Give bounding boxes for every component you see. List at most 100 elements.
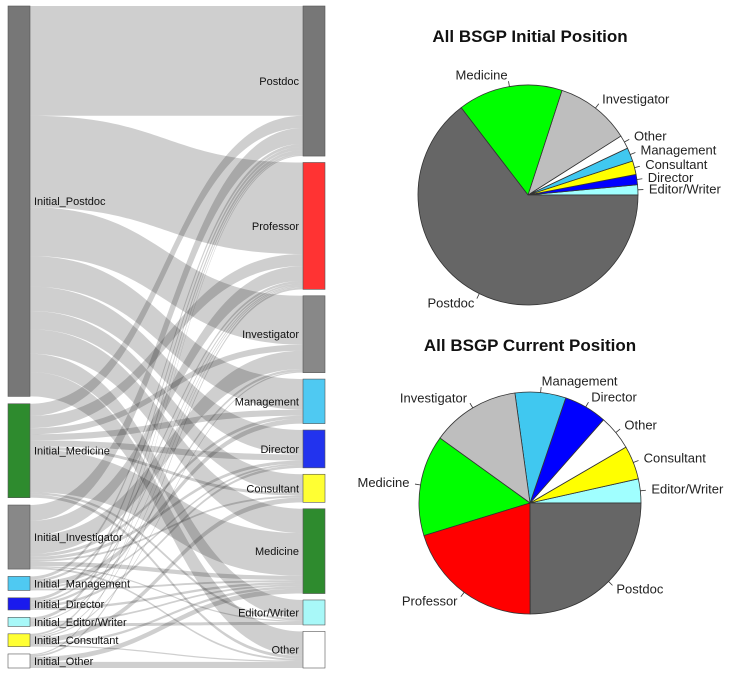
pie-label-postdoc: Postdoc xyxy=(616,581,663,596)
pie-label-medicine: Medicine xyxy=(357,475,409,490)
pie-label-tick xyxy=(634,165,640,169)
sankey-link-initial-management-to-medicine xyxy=(30,580,303,591)
pie-slice-postdoc xyxy=(529,502,642,615)
sankey-link-initial-consultant-to-medicine xyxy=(30,586,303,646)
pie-label-editor-writer: Editor/Writer xyxy=(651,482,724,497)
sankey-link-initial-investigator-to-postdoc xyxy=(30,128,303,521)
pie-label-tick xyxy=(624,139,630,143)
pie-label-tick xyxy=(540,386,542,393)
sankey-link-initial-medicine-to-medicine xyxy=(30,449,303,576)
sankey-source-node-initial-management xyxy=(7,576,31,591)
sankey-link-initial-other-to-medicine xyxy=(30,588,303,662)
sankey-target-label: Medicine xyxy=(255,546,299,558)
sankey-target-label: Postdoc xyxy=(259,76,299,88)
sankey-source-node-initial-medicine xyxy=(7,403,31,498)
sankey-source-label: Initial_Investigator xyxy=(34,532,123,544)
sankey-link-initial-postdoc-to-medicine xyxy=(30,329,303,534)
sankey-link-initial-postdoc-to-professor xyxy=(30,115,303,254)
sankey-target-node-director xyxy=(302,429,326,469)
sankey-link-initial-other-to-professor xyxy=(30,287,303,658)
pie-label-management: Management xyxy=(542,373,618,388)
sankey-link-initial-postdoc-to-investigator xyxy=(30,207,303,345)
sankey-link-initial-management-to-director xyxy=(30,463,303,589)
pie-label-other: Other xyxy=(624,418,657,433)
sankey-source-label: Initial_Consultant xyxy=(34,635,118,647)
sankey-link-initial-consultant-to-professor xyxy=(30,286,303,637)
sankey-source-label: Initial_Medicine xyxy=(34,446,110,458)
sankey-source-label: Initial_Director xyxy=(34,599,105,611)
sankey-link-initial-investigator-to-management xyxy=(30,415,303,557)
sankey-target-node-investigator xyxy=(302,295,326,373)
sankey-source-node-initial-consultant xyxy=(7,633,31,647)
pie-label-tick xyxy=(469,402,474,409)
pie-label-tick xyxy=(615,428,621,433)
pie-slice-medicine xyxy=(460,84,563,196)
pie-label-editor-writer: Editor/Writer xyxy=(649,181,722,196)
sankey-target-node-editor-writer xyxy=(302,599,326,626)
sankey-link-initial-medicine-to-professor xyxy=(30,253,303,429)
sankey-diagram: Initial_Postdoc Initial_Medicine Initial_I… xyxy=(7,5,326,669)
pie-label-management: Management xyxy=(641,142,717,157)
pie-label-postdoc: Postdoc xyxy=(427,295,474,310)
pie-label-professor: Professor xyxy=(402,593,458,608)
sankey-link-initial-medicine-to-postdoc xyxy=(30,115,303,416)
sankey-source-label: Initial_Other xyxy=(34,656,94,668)
sankey-link-initial-editor-writer-to-editor-writer xyxy=(30,621,303,627)
sankey-target-node-other xyxy=(302,631,326,669)
sankey-link-initial-consultant-to-investigator xyxy=(30,371,303,639)
sankey-link-initial-other-to-other xyxy=(30,661,303,668)
sankey-link-initial-medicine-to-investigator xyxy=(30,344,303,435)
pie-slice-investigator xyxy=(439,392,531,504)
sankey-link-initial-medicine-to-director xyxy=(30,440,303,461)
sankey-link-initial-medicine-to-consultant xyxy=(30,446,303,496)
sankey-source-node-initial-director xyxy=(7,597,31,611)
sankey-target-node-consultant xyxy=(302,473,326,503)
pie-slice-professor xyxy=(423,502,531,615)
sankey-source-label: Initial_Management xyxy=(34,578,130,590)
sankey-link-initial-postdoc-to-editor-writer xyxy=(30,353,303,619)
sankey-link-initial-director-to-postdoc xyxy=(30,146,303,601)
pie-label-consultant: Consultant xyxy=(645,157,708,172)
sankey-target-label: Other xyxy=(271,645,299,657)
sankey-link-initial-editor-writer-to-postdoc xyxy=(30,149,303,621)
pie-initial-position: All BSGP Initial Position Editor/WriterD… xyxy=(417,27,722,310)
sankey-links xyxy=(30,6,303,668)
sankey-link-initial-investigator-to-editor-writer xyxy=(30,566,303,622)
sankey-link-initial-medicine-to-other xyxy=(30,494,303,659)
sankey-link-initial-director-to-investigator xyxy=(30,368,303,606)
sankey-link-initial-investigator-to-medicine xyxy=(30,561,303,581)
sankey-link-initial-postdoc-to-management xyxy=(30,256,303,410)
sankey-target-label: Editor/Writer xyxy=(238,607,299,619)
pie-label-tick xyxy=(476,293,480,299)
sankey-link-initial-postdoc-to-other xyxy=(30,372,303,656)
sankey-link-initial-consultant-to-consultant xyxy=(30,497,303,643)
sankey-link-initial-medicine-to-editor-writer xyxy=(30,492,303,621)
sankey-link-initial-investigator-to-professor xyxy=(30,266,303,536)
sankey-target-label: Director xyxy=(260,444,299,456)
sankey-link-initial-management-to-management xyxy=(30,418,303,587)
sankey-link-initial-investigator-to-investigator xyxy=(30,350,303,554)
pie-label-tick xyxy=(508,81,510,87)
sankey-target-label: Investigator xyxy=(242,329,299,341)
sankey-source-node-initial-postdoc xyxy=(7,5,31,397)
sankey-target-label: Professor xyxy=(252,221,299,233)
sankey-target-node-medicine xyxy=(302,508,326,594)
sankey-target-node-postdoc xyxy=(302,5,326,157)
sankey-target-node-professor xyxy=(302,162,326,290)
pie-current-position: All BSGP Current Position Editor/Writer C… xyxy=(357,336,724,615)
sankey-link-initial-other-to-postdoc xyxy=(30,154,303,656)
sankey-source-node-initial-editor-writer xyxy=(7,617,31,627)
sankey-source-node-initial-other xyxy=(7,653,31,669)
pie-initial-title: All BSGP Initial Position xyxy=(432,27,627,46)
sankey-link-initial-investigator-to-other xyxy=(30,567,303,661)
sankey-link-initial-consultant-to-postdoc xyxy=(30,153,303,636)
pie-label-investigator: Investigator xyxy=(602,91,670,106)
pie-label-investigator: Investigator xyxy=(400,390,468,405)
pie-slice-investigator xyxy=(527,89,622,196)
pie-label-medicine: Medicine xyxy=(456,68,508,83)
pie-label-tick xyxy=(630,152,636,155)
sankey-link-initial-editor-writer-to-professor xyxy=(30,285,303,622)
pie-label-director: Director xyxy=(591,389,637,404)
sankey-link-initial-editor-writer-to-medicine xyxy=(30,584,303,624)
